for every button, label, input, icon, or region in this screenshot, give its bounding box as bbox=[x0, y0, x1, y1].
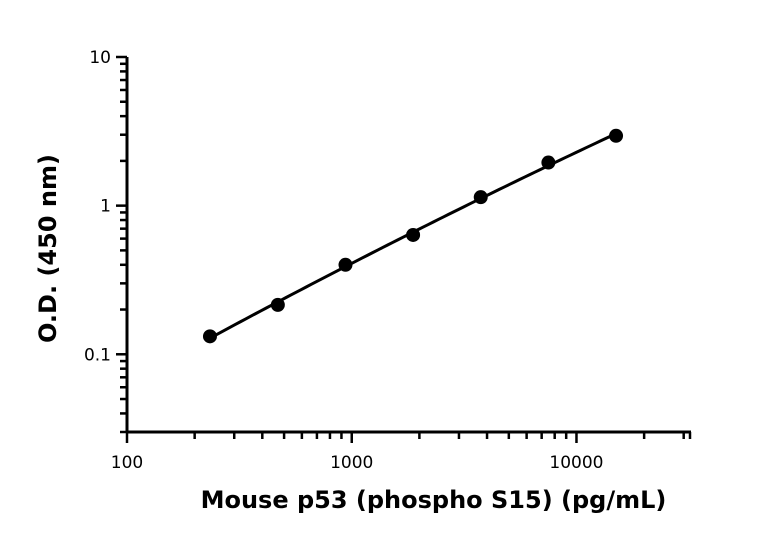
data-point bbox=[338, 257, 353, 272]
x-tick-label: 1000 bbox=[330, 453, 373, 473]
data-point bbox=[270, 297, 285, 312]
data-point bbox=[202, 329, 217, 344]
x-tick-label: 10000 bbox=[549, 453, 603, 473]
x-axis-title: Mouse p53 (phospho S15) (pg/mL) bbox=[201, 486, 667, 514]
data-point bbox=[473, 190, 488, 205]
data-point bbox=[609, 128, 624, 143]
data-point bbox=[406, 227, 421, 242]
y-axis bbox=[116, 55, 129, 434]
y-tick-label: 0.1 bbox=[84, 345, 111, 365]
y-axis-title: O.D. (450 nm) bbox=[34, 154, 62, 343]
x-tick-labels: 100 1000 10000 bbox=[111, 453, 604, 473]
data-point bbox=[541, 155, 556, 170]
x-axis bbox=[125, 430, 692, 443]
x-tick-label: 100 bbox=[111, 453, 143, 473]
y-tick-label: 10 bbox=[89, 48, 111, 68]
data-points bbox=[202, 128, 624, 344]
y-tick-labels: 0.1 1 10 bbox=[84, 48, 111, 365]
y-tick-label: 1 bbox=[100, 197, 111, 217]
